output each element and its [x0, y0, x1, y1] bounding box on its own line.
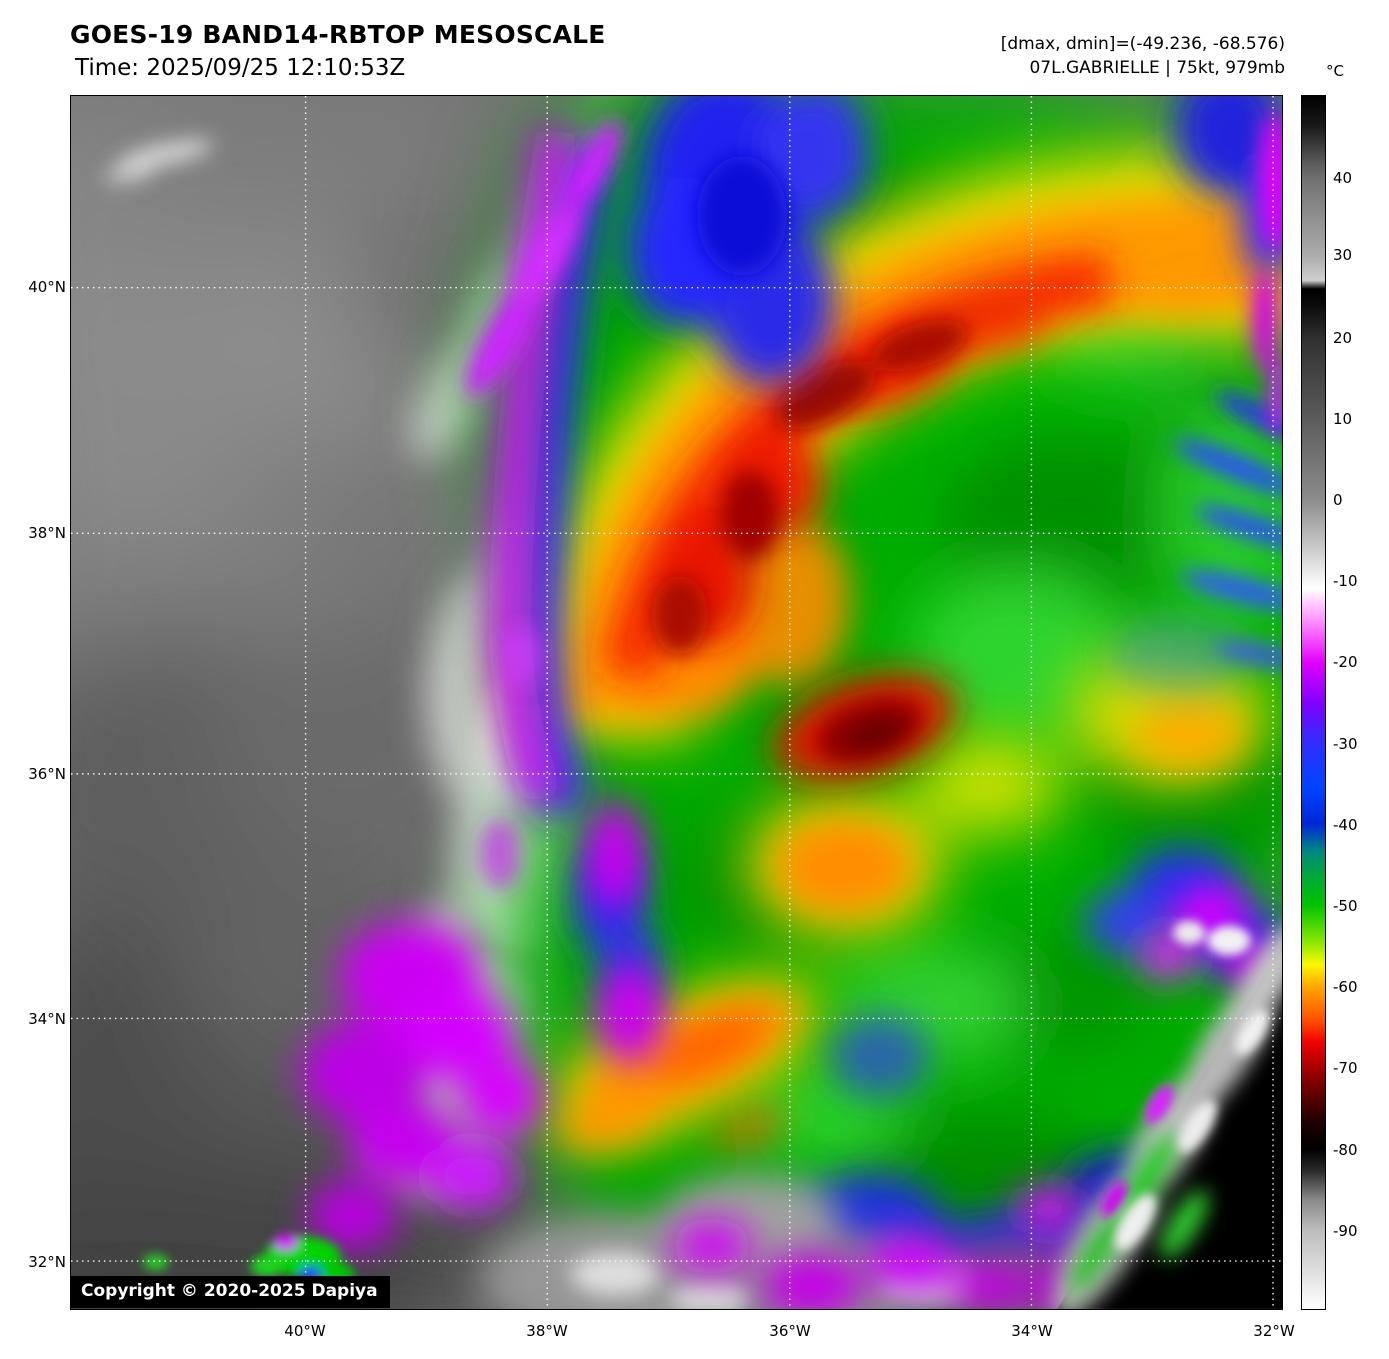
colorbar-unit-label: °C [1326, 62, 1344, 80]
corner-cloud-highlights [1101, 1009, 1269, 1251]
lon-label-36w: 36°W [769, 1322, 811, 1340]
product-title: GOES-19 BAND14-RBTOP MESOSCALE [70, 20, 606, 49]
satellite-map: Copyright © 2020-2025 Dapiya [70, 95, 1283, 1310]
dmax-dmin-readout: [dmax, dmin]=(-49.236, -68.576) [1000, 34, 1285, 54]
colorbar-tick: -80 [1333, 1141, 1358, 1159]
lat-label-34n: 34°N [28, 1010, 66, 1028]
lon-label-34w: 34°W [1011, 1322, 1053, 1340]
colorbar-tick: -60 [1333, 978, 1358, 996]
colorbar-tick: -20 [1333, 653, 1358, 671]
lat-label-38n: 38°N [28, 524, 66, 542]
colorbar-tick: 40 [1333, 169, 1353, 187]
colorbar-tick: 20 [1333, 329, 1353, 347]
colorbar-tick: -40 [1333, 816, 1358, 834]
colorbar-tick: -70 [1333, 1059, 1358, 1077]
temperature-colorbar [1301, 95, 1326, 1310]
colorbar-tick: -30 [1333, 735, 1358, 753]
blue-streaks-east-edge [696, 155, 1282, 669]
satellite-image [71, 96, 1282, 1309]
storm-info: 07L.GABRIELLE | 75kt, 979mb [1029, 58, 1285, 78]
lat-label-36n: 36°N [28, 765, 66, 783]
copyright-badge: Copyright © 2020-2025 Dapiya [71, 1276, 390, 1308]
lat-label-40n: 40°N [28, 278, 66, 296]
colorbar-tick: 30 [1333, 246, 1353, 264]
se-white-sparkles [1173, 920, 1252, 956]
colorbar-tick: 10 [1333, 410, 1353, 428]
lon-label-38w: 38°W [526, 1322, 568, 1340]
timestamp: Time: 2025/09/25 12:10:53Z [75, 55, 406, 81]
lon-label-32w: 32°W [1253, 1322, 1295, 1340]
graticule-gridlines [71, 96, 1282, 1309]
magenta-streaks [466, 110, 1282, 890]
lat-label-32n: 32°N [28, 1253, 66, 1271]
header-right: [dmax, dmin]=(-49.236, -68.576) 07L.GABR… [1001, 32, 1285, 80]
colorbar-tick: -50 [1333, 897, 1358, 915]
corner-cloud-band [1052, 924, 1282, 1309]
colorbar-tick: 0 [1333, 491, 1343, 509]
magenta-fringe [300, 127, 1282, 1309]
colorbar-tick: -90 [1333, 1222, 1358, 1240]
colorbar-tick: -10 [1333, 572, 1358, 590]
lon-label-40w: 40°W [284, 1322, 326, 1340]
coldest-overshooting-tops [652, 319, 968, 765]
